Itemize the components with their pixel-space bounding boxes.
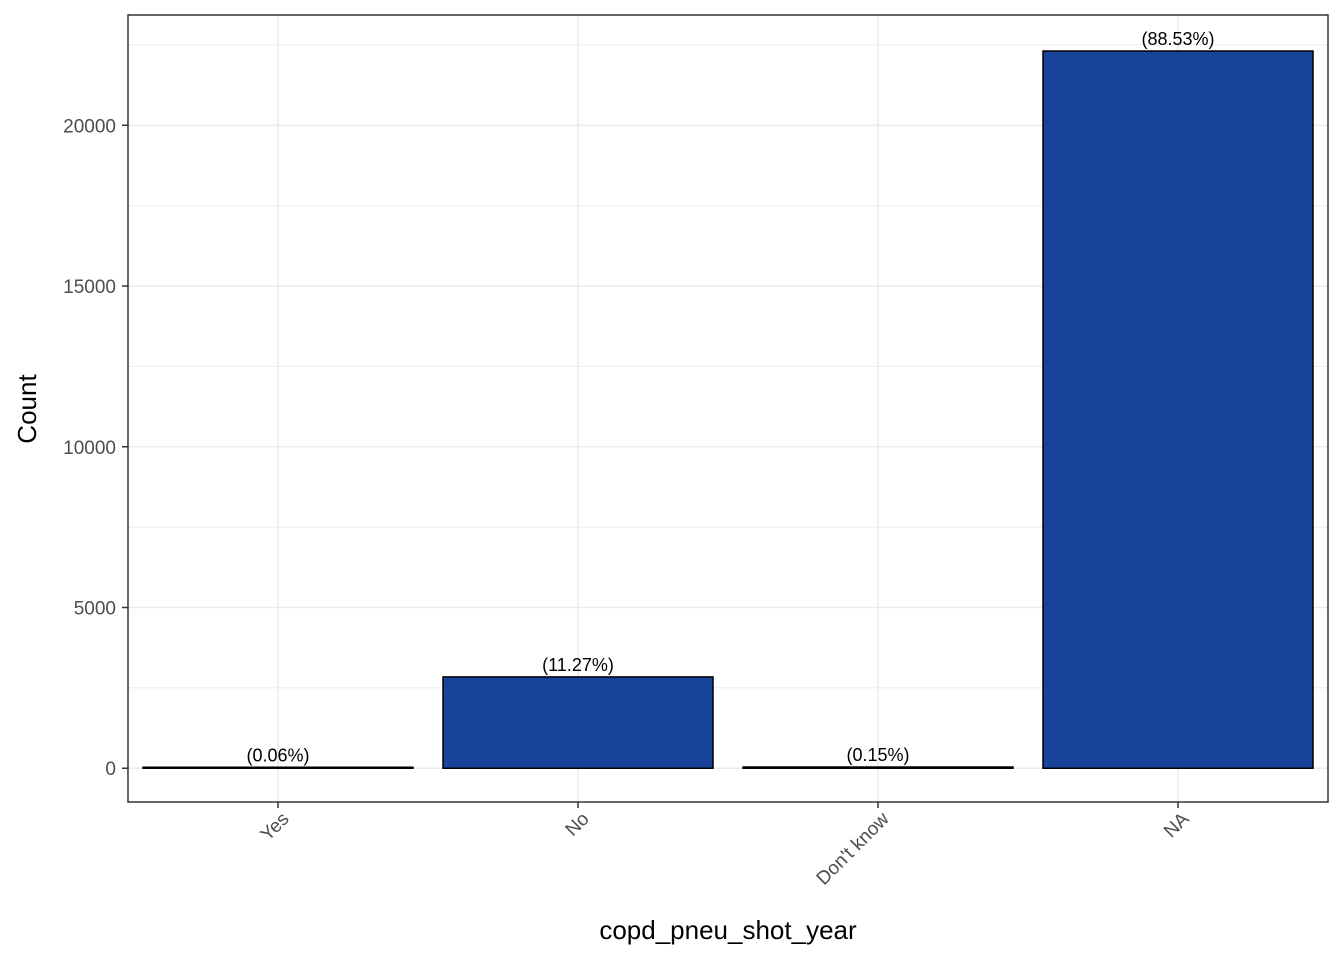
bar <box>142 766 414 769</box>
bar-value-label: (88.53%) <box>1141 29 1214 49</box>
bar-value-label: (0.06%) <box>246 746 309 766</box>
bar <box>1042 50 1314 769</box>
y-axis-ticks: 0 5000 10000 15000 20000 <box>63 116 128 780</box>
panel-border <box>127 14 1329 803</box>
bar-value-label: (0.15%) <box>846 745 909 765</box>
y-tick-label: 10000 <box>63 438 116 459</box>
y-axis-title: Count <box>12 374 42 444</box>
x-axis-title: copd_pneu_shot_year <box>599 915 857 945</box>
bar-labels: (0.06%) (11.27%) (0.15%) (88.53%) <box>246 29 1214 766</box>
y-tick-label: 0 <box>105 759 116 780</box>
y-tick-label: 5000 <box>74 599 116 620</box>
bar <box>742 766 1014 769</box>
y-tick-label: 20000 <box>63 116 116 137</box>
bar-value-label: (11.27%) <box>542 655 614 675</box>
bar <box>442 676 714 769</box>
bars <box>142 50 1314 769</box>
y-tick-label: 15000 <box>63 277 116 298</box>
